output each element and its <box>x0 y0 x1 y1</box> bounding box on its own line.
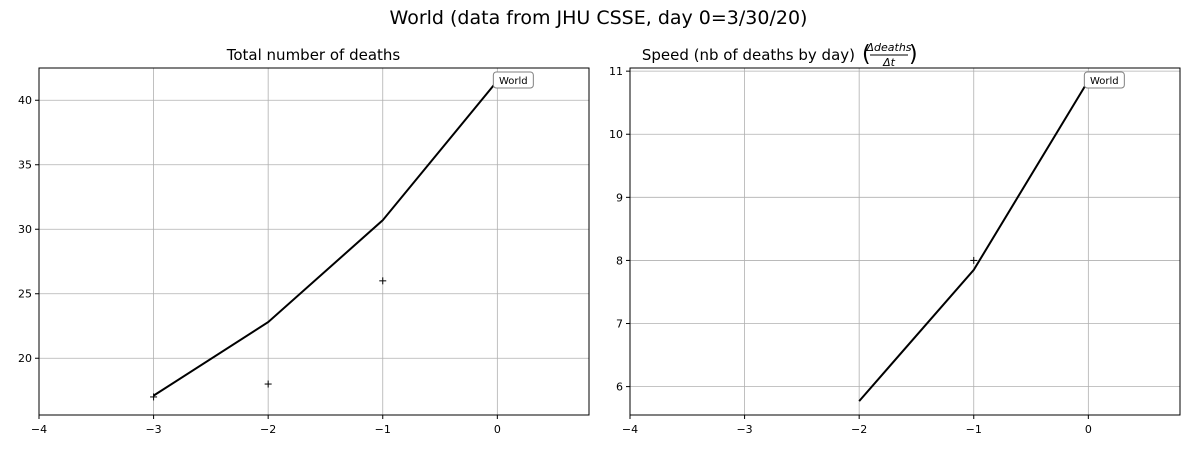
data-point-marker <box>150 393 158 401</box>
chart-title: Speed (nb of deaths by day) <box>642 46 855 64</box>
y-tick-label: 30 <box>18 223 32 236</box>
axis-ticks: −4 −3 −2 −1 0 6 7 8 9 10 11 <box>609 65 1092 436</box>
figure-suptitle: World (data from JHU CSSE, day 0=3/30/20… <box>390 7 808 29</box>
x-tick-label: −2 <box>851 423 867 436</box>
x-tick-label: −1 <box>966 423 982 436</box>
fraction-open-paren: ( <box>862 42 871 67</box>
y-tick-label: 20 <box>18 352 32 365</box>
y-tick-label: 10 <box>609 128 623 141</box>
data-point-marker <box>379 277 387 285</box>
world-annotation-box: World <box>492 71 534 89</box>
chart-title: Total number of deaths <box>226 46 401 64</box>
grid <box>38 68 589 415</box>
annotation-frame <box>1083 71 1125 89</box>
x-tick-label: 0 <box>494 423 501 436</box>
plot-area <box>150 73 501 401</box>
x-tick-label: −4 <box>31 423 47 436</box>
plot-area <box>858 73 1092 402</box>
y-tick-label: 40 <box>18 94 32 107</box>
x-tick-label: 0 <box>1085 423 1092 436</box>
x-tick-label: −3 <box>145 423 161 436</box>
annotation: World <box>492 71 534 89</box>
data-point-marker <box>970 256 978 264</box>
annotation-label: World <box>1090 76 1119 87</box>
annotation-frame <box>492 71 534 89</box>
y-tick-label: 7 <box>616 318 623 331</box>
data-point-marker <box>264 380 272 388</box>
fit-line <box>153 80 499 397</box>
annotation: World <box>1083 71 1125 89</box>
chart-title-fraction: ( Δdeaths Δt ) <box>862 41 918 69</box>
y-tick-label: 8 <box>616 254 623 267</box>
fraction-numerator: Δdeaths <box>865 41 911 54</box>
annotation-label: World <box>499 76 528 87</box>
fit-line <box>858 80 1090 402</box>
x-tick-label: −1 <box>375 423 391 436</box>
grid <box>629 68 1180 415</box>
axes-frame <box>38 67 590 416</box>
fraction-denominator: Δt <box>882 56 896 69</box>
chart-panel-speed: Speed (nb of deaths by day) ( Δdeaths Δt… <box>609 41 1181 436</box>
axis-ticks: −4 −3 −2 −1 0 20 25 30 35 40 <box>18 94 501 436</box>
x-tick-label: −4 <box>622 423 638 436</box>
x-tick-label: −2 <box>260 423 276 436</box>
y-tick-label: 11 <box>609 65 623 78</box>
y-tick-label: 35 <box>18 159 32 172</box>
y-tick-label: 9 <box>616 191 623 204</box>
fraction-close-paren: ) <box>909 42 918 67</box>
world-annotation-box: World <box>1083 71 1125 89</box>
axes-frame <box>629 67 1181 416</box>
y-tick-label: 25 <box>18 288 32 301</box>
y-tick-label: 6 <box>616 381 623 394</box>
x-tick-label: −3 <box>736 423 752 436</box>
chart-panel-total-deaths: Total number of deaths −4 −3 −2 −1 0 20 25 30 35… <box>18 46 590 436</box>
